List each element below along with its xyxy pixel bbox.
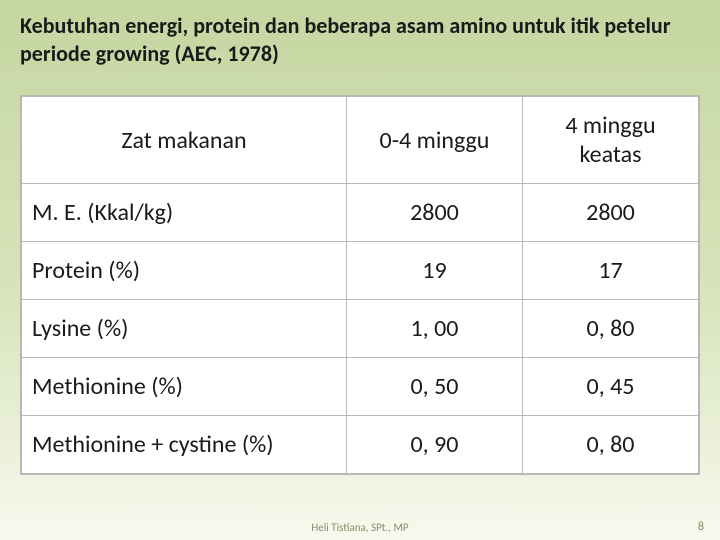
row-value: 1, 00 [346, 300, 522, 358]
slide-title: Kebutuhan energi, protein dan beberapa a… [20, 12, 700, 67]
table-row: Protein (%) 19 17 [22, 242, 699, 300]
table-header-row: Zat makanan 0-4 minggu 4 minggu keatas [22, 97, 699, 184]
row-value: 0, 45 [522, 358, 698, 416]
nutrient-table: Zat makanan 0-4 minggu 4 minggu keatas M… [21, 96, 699, 474]
col-header-period2: 4 minggu keatas [522, 97, 698, 184]
row-label: Methionine + cystine (%) [22, 416, 347, 474]
row-value: 2800 [346, 184, 522, 242]
row-label: Lysine (%) [22, 300, 347, 358]
col-header-period1: 0-4 minggu [346, 97, 522, 184]
row-value: 2800 [522, 184, 698, 242]
row-value: 0, 80 [522, 300, 698, 358]
row-value: 0, 50 [346, 358, 522, 416]
table-row: M. E. (Kkal/kg) 2800 2800 [22, 184, 699, 242]
table-row: Methionine + cystine (%) 0, 90 0, 80 [22, 416, 699, 474]
col-header-nutrient: Zat makanan [22, 97, 347, 184]
row-value: 19 [346, 242, 522, 300]
row-label: Methionine (%) [22, 358, 347, 416]
row-value: 17 [522, 242, 698, 300]
table-row: Methionine (%) 0, 50 0, 45 [22, 358, 699, 416]
page-number: 8 [698, 520, 704, 534]
nutrient-table-container: Zat makanan 0-4 minggu 4 minggu keatas M… [20, 95, 700, 475]
table-row: Lysine (%) 1, 00 0, 80 [22, 300, 699, 358]
footer-author: Heli Tistiana, SPt., MP [0, 521, 720, 534]
row-label: Protein (%) [22, 242, 347, 300]
row-value: 0, 90 [346, 416, 522, 474]
row-label: M. E. (Kkal/kg) [22, 184, 347, 242]
row-value: 0, 80 [522, 416, 698, 474]
